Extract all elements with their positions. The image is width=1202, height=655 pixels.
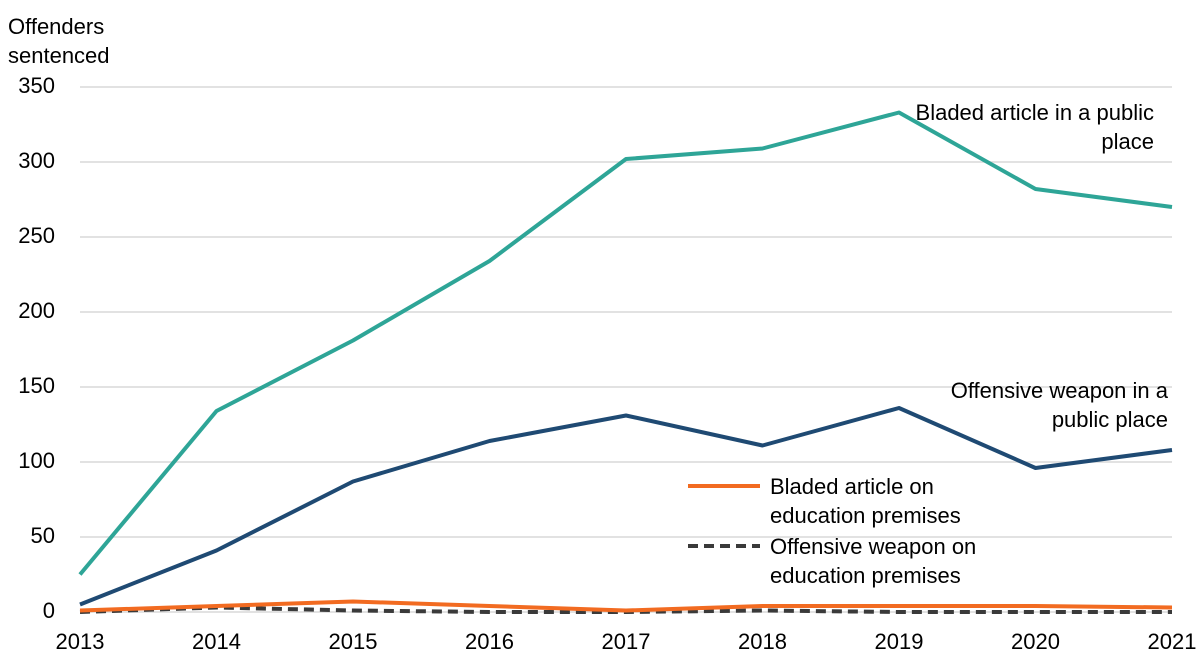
x-tick-label: 2019 (875, 629, 924, 654)
series-line (79, 599, 1173, 613)
series-label: Offensive weapon in a public place (950, 378, 1168, 432)
y-tick-label: 0 (43, 598, 55, 623)
y-tick-label: 150 (18, 373, 55, 398)
x-tick-label: 2014 (192, 629, 241, 654)
legend-label: Bladed article on education premises (770, 474, 961, 528)
x-tick-label: 2015 (329, 629, 378, 654)
y-tick-label: 250 (18, 223, 55, 248)
x-tick-label: 2016 (465, 629, 514, 654)
series-line (78, 110, 1173, 576)
series-label: Bladed article in a public place (915, 100, 1154, 154)
legend-label: Offensive weapon on education premises (770, 534, 977, 588)
x-tick-label: 2021 (1148, 629, 1197, 654)
y-axis-label: Offenders sentenced (8, 14, 110, 68)
y-tick-label: 200 (18, 298, 55, 323)
y-tick-label: 100 (18, 448, 55, 473)
x-tick-label: 2017 (602, 629, 651, 654)
x-tick-label: 2020 (1011, 629, 1060, 654)
x-tick-label: 2013 (56, 629, 105, 654)
x-tick-label: 2018 (738, 629, 787, 654)
y-tick-label: 350 (18, 73, 55, 98)
series-line (79, 406, 1173, 607)
y-tick-label: 300 (18, 148, 55, 173)
y-tick-label: 50 (31, 523, 55, 548)
